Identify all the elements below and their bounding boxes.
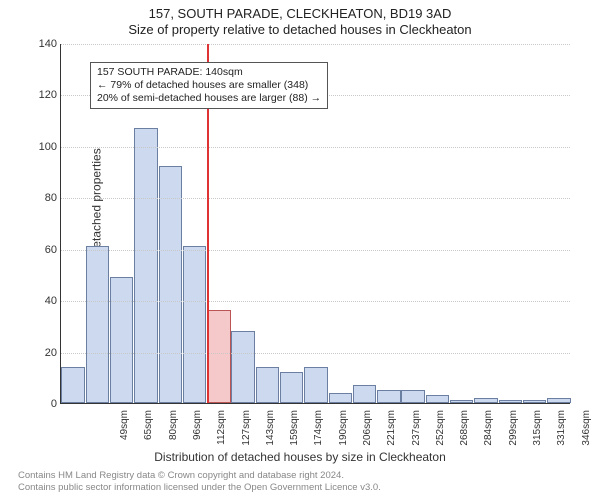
annotation-line: 157 SOUTH PARADE: 140sqm — [97, 66, 321, 79]
y-tick-label: 40 — [27, 295, 57, 307]
histogram-bar — [61, 367, 84, 403]
gridline — [61, 353, 570, 354]
y-tick-label: 60 — [27, 244, 57, 256]
gridline — [61, 301, 570, 302]
histogram-bar — [159, 166, 182, 403]
x-axis-label: Distribution of detached houses by size … — [0, 450, 600, 464]
histogram-bar — [377, 390, 400, 403]
gridline — [61, 250, 570, 251]
histogram-bar — [304, 367, 327, 403]
y-tick-label: 0 — [27, 398, 57, 410]
annotation-box: 157 SOUTH PARADE: 140sqm ← 79% of detach… — [90, 62, 328, 109]
y-tick-label: 120 — [27, 89, 57, 101]
y-tick-label: 80 — [27, 192, 57, 204]
title-line1: 157, SOUTH PARADE, CLECKHEATON, BD19 3AD — [0, 6, 600, 21]
histogram-bar — [523, 400, 546, 403]
title-line2: Size of property relative to detached ho… — [0, 22, 600, 37]
histogram-bar — [426, 395, 449, 403]
credits-line: Contains public sector information licen… — [18, 482, 381, 494]
histogram-bar — [474, 398, 497, 403]
y-tick-label: 20 — [27, 347, 57, 359]
credits-line: Contains HM Land Registry data © Crown c… — [18, 470, 381, 482]
annotation-line: ← 79% of detached houses are smaller (34… — [97, 79, 321, 92]
histogram-bar — [207, 310, 230, 403]
credits: Contains HM Land Registry data © Crown c… — [18, 470, 381, 494]
y-tick-label: 140 — [27, 38, 57, 50]
histogram-bar — [86, 246, 109, 403]
histogram-bar — [547, 398, 570, 403]
histogram-bar — [329, 393, 352, 403]
gridline — [61, 147, 570, 148]
histogram-bar — [134, 128, 157, 403]
histogram-bar — [280, 372, 303, 403]
annotation-line: 20% of semi-detached houses are larger (… — [97, 92, 321, 105]
histogram-bar — [231, 331, 254, 403]
histogram-bar — [401, 390, 424, 403]
histogram-bar — [450, 400, 473, 403]
gridline — [61, 44, 570, 45]
histogram-bar — [183, 246, 206, 403]
chart-container: 157, SOUTH PARADE, CLECKHEATON, BD19 3AD… — [0, 0, 600, 500]
gridline — [61, 198, 570, 199]
histogram-bar — [110, 277, 133, 403]
y-tick-label: 100 — [27, 141, 57, 153]
histogram-bar — [256, 367, 279, 403]
histogram-bar — [499, 400, 522, 403]
histogram-bar — [353, 385, 376, 403]
